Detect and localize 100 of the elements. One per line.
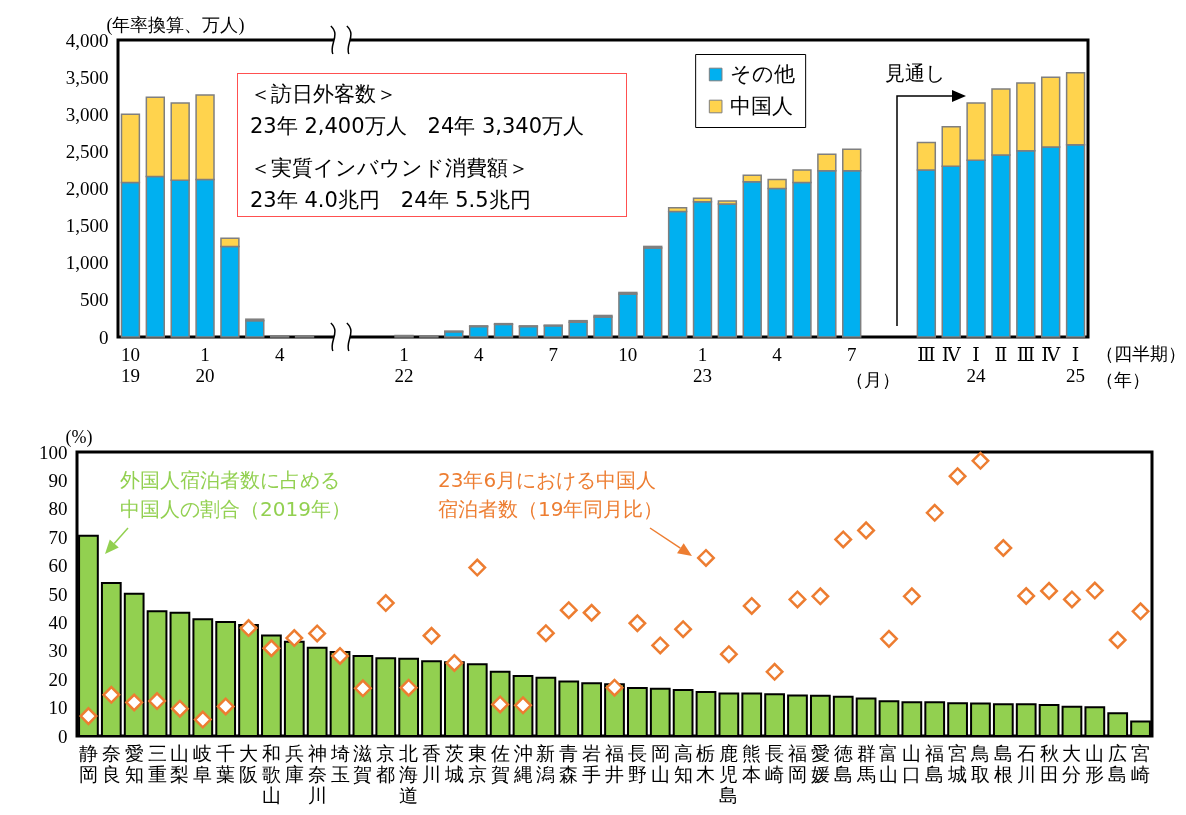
point bbox=[79, 707, 98, 726]
point bbox=[742, 596, 761, 615]
point bbox=[925, 503, 944, 522]
x-tick-label: Ⅳ bbox=[1041, 343, 1062, 365]
x-tick-label: 群馬 bbox=[855, 742, 876, 785]
point bbox=[788, 590, 807, 609]
x-tick-label: 愛媛 bbox=[810, 742, 830, 785]
x-tick-label: 大阪 bbox=[239, 742, 259, 785]
annotation: 23年 2,400万人 24年 3,340万人 bbox=[250, 113, 585, 140]
x-tick-label: 熊本 bbox=[742, 742, 762, 785]
point bbox=[399, 678, 418, 697]
point bbox=[971, 451, 990, 470]
x-tick-label: Ⅰ 24 bbox=[966, 343, 987, 386]
x-tick-label: 4 bbox=[772, 343, 783, 365]
y-tick-label: 500 bbox=[80, 289, 109, 311]
y-tick-label: 0 bbox=[58, 725, 68, 747]
x-tick-label: 和歌山 bbox=[261, 742, 281, 806]
y-tick-label: 90 bbox=[48, 469, 68, 491]
x-tick-label: 山口 bbox=[902, 742, 922, 785]
x-tick-label: 沖縄 bbox=[512, 742, 533, 785]
x-tick-label: 長野 bbox=[627, 742, 647, 785]
legend-label: その他 bbox=[730, 61, 796, 86]
point bbox=[193, 710, 212, 729]
x-tick-label: 北海道 bbox=[399, 742, 419, 806]
point bbox=[353, 679, 372, 698]
point bbox=[262, 639, 281, 658]
y-tick-label: 2,500 bbox=[65, 140, 109, 162]
x-tick-label: 茨城 bbox=[443, 742, 464, 785]
x-tick-label: 富山 bbox=[879, 742, 899, 785]
x-tick-label: 1 22 bbox=[394, 343, 414, 386]
x-tick-label: 広島 bbox=[1108, 742, 1128, 785]
point bbox=[651, 636, 670, 655]
y-tick-label: 3,000 bbox=[65, 103, 109, 125]
x-tick-label: 佐賀 bbox=[490, 742, 510, 785]
point bbox=[1108, 631, 1127, 649]
point bbox=[582, 603, 601, 622]
x-tick-label: 山梨 bbox=[170, 742, 190, 785]
point bbox=[1131, 602, 1150, 621]
point bbox=[148, 692, 167, 711]
point bbox=[422, 626, 441, 645]
x-tick-label: 東京 bbox=[467, 742, 487, 785]
x-tick-label: 福岡 bbox=[787, 742, 807, 785]
x-tick-label: 千葉 bbox=[216, 742, 236, 785]
y-axis-title: (%) bbox=[65, 426, 93, 448]
x-tick-label: 香川 bbox=[422, 742, 442, 785]
x-tick-label: 奈良 bbox=[101, 742, 121, 785]
x-tick-label: 鹿児島 bbox=[719, 742, 739, 806]
x-tick-label: Ⅳ bbox=[941, 343, 962, 365]
x-tick-label: Ⅲ bbox=[917, 343, 936, 365]
y-tick-label: 70 bbox=[48, 526, 68, 548]
x-tick-label: 石川 bbox=[1016, 742, 1036, 785]
point bbox=[1062, 590, 1081, 609]
point bbox=[1085, 581, 1104, 600]
bar bbox=[518, 325, 539, 338]
point bbox=[605, 678, 624, 697]
x-tick-label: 秋田 bbox=[1039, 742, 1059, 785]
x-tick-label: 愛知 bbox=[124, 742, 144, 785]
x-tick-label: 岐阜 bbox=[193, 742, 213, 785]
x-tick-label: 山形 bbox=[1085, 742, 1105, 785]
point bbox=[1017, 586, 1036, 605]
legend-label: 中国人 bbox=[730, 93, 794, 118]
y-tick-label: 20 bbox=[48, 668, 68, 690]
bar bbox=[468, 325, 489, 338]
point bbox=[445, 654, 464, 673]
x-tick-label: 三重 bbox=[147, 742, 167, 785]
x-tick-label: 兵庫 bbox=[284, 742, 304, 785]
point bbox=[696, 548, 715, 567]
y-tick-label: 60 bbox=[48, 555, 68, 577]
point bbox=[308, 624, 327, 643]
point bbox=[1040, 581, 1059, 600]
x-tick-label: 岩手 bbox=[582, 742, 602, 785]
y-axis-title: (年率換算、万人) bbox=[106, 14, 245, 36]
point bbox=[376, 594, 395, 613]
y-tick-label: 0 bbox=[99, 326, 109, 348]
x-tick-label: 1 23 bbox=[692, 343, 712, 386]
x-tick-label: 神奈川 bbox=[307, 742, 327, 806]
x-tick-label: 滋賀 bbox=[353, 742, 373, 785]
point bbox=[239, 619, 258, 638]
y-tick-label: 2,000 bbox=[65, 178, 109, 199]
text: （年） bbox=[1096, 369, 1150, 392]
x-tick-label: 岡山 bbox=[650, 742, 670, 785]
x-tick-label: Ⅰ 25 bbox=[1066, 343, 1086, 386]
point bbox=[331, 646, 350, 665]
y-tick-label: 50 bbox=[48, 583, 68, 605]
point bbox=[125, 693, 144, 712]
x-tick-label: 7 bbox=[846, 343, 857, 365]
point bbox=[559, 601, 578, 620]
x-tick-label: 青森 bbox=[559, 742, 579, 785]
y-tick-label: 3,500 bbox=[65, 66, 109, 88]
bar bbox=[643, 247, 663, 338]
x-tick-label: 10 bbox=[618, 343, 638, 365]
x-tick-label: 宮城 bbox=[947, 742, 968, 785]
text: （四半期） bbox=[1096, 343, 1186, 366]
x-tick-label: 埼玉 bbox=[329, 742, 350, 785]
bar bbox=[667, 210, 688, 338]
point bbox=[102, 685, 121, 704]
y-tick-label: 1,500 bbox=[65, 215, 109, 237]
x-tick-label: 高知 bbox=[673, 742, 693, 785]
bar bbox=[568, 321, 588, 338]
x-tick-label: 栃木 bbox=[696, 742, 716, 785]
